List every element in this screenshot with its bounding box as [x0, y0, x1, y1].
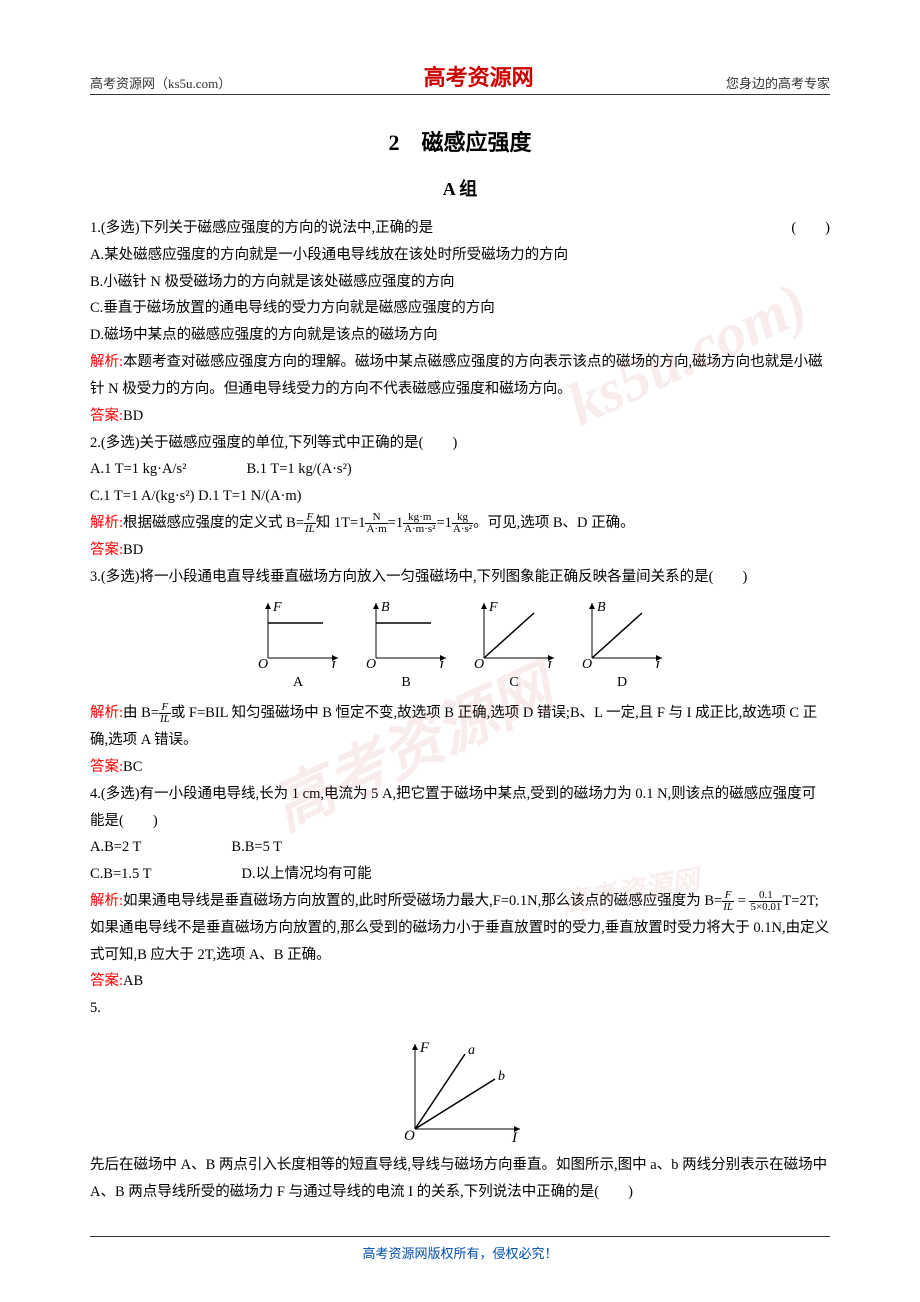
graph-svg: F O I	[253, 598, 343, 668]
page-footer: 高考资源网版权所有，侵权必究！	[90, 1236, 830, 1262]
expl-label: 解析:	[90, 354, 123, 370]
q4-optD: D.以上情况均有可能	[242, 861, 372, 888]
q1-answer: 答案:BD	[90, 403, 830, 430]
q2-ans: BD	[123, 542, 143, 558]
q4-expl-eq: =	[734, 893, 749, 909]
graph-svg: B O I	[577, 598, 667, 668]
svg-text:I: I	[330, 659, 337, 668]
ans-label: 答案:	[90, 759, 123, 775]
ans-label: 答案:	[90, 973, 123, 989]
ans-label: 答案:	[90, 542, 123, 558]
q1-ans: BD	[123, 408, 143, 424]
q4-expl-pre: 如果通电导线是垂直磁场方向放置的,此时所受磁场力最大,F=0.1N,那么该点的磁…	[123, 893, 722, 909]
svg-text:O: O	[258, 657, 268, 668]
svg-text:F: F	[272, 600, 282, 615]
q2-stem: 2.(多选)关于磁感应强度的单位,下列等式中正确的是( )	[90, 430, 830, 457]
graph-svg: F O I a b	[390, 1034, 530, 1144]
graph-svg: B O I	[361, 598, 451, 668]
q3-stem: 3.(多选)将一小段通电直导线垂直磁场方向放入一匀强磁场中,下列图象能正确反映各…	[90, 564, 830, 591]
q2-expl-pre: 根据磁感应强度的定义式 B=	[123, 515, 304, 531]
q2-expl-mid2: =1	[388, 515, 403, 531]
q1-expl-text: 本题考查对磁感应强度方向的理解。磁场中某点磁感应强度的方向表示该点的磁场的方向,…	[90, 354, 823, 397]
q1-stem: 1.(多选)下列关于磁感应强度的方向的说法中,正确的是	[90, 215, 433, 242]
q2-answer: 答案:BD	[90, 537, 830, 564]
q1-explanation: 解析:本题考查对磁感应强度方向的理解。磁场中某点磁感应强度的方向表示该点的磁场的…	[90, 349, 830, 403]
expl-label: 解析:	[90, 893, 123, 909]
q4-opts-row1: A.B=2 T B.B=5 T	[90, 834, 830, 861]
page-title: 2 磁感应强度	[90, 125, 830, 157]
q1-optA: A.某处磁感应强度的方向就是一小段通电导线放在该处时所受磁场力的方向	[90, 242, 830, 269]
q3-explanation: 解析:由 B=FIL或 F=BIL 知匀强磁场中 B 恒定不变,故选项 B 正确…	[90, 700, 830, 754]
q2-opts-row2: C.1 T=1 A/(kg·s²) D.1 T=1 N/(A·m)	[90, 483, 830, 510]
q1-paren: ( )	[791, 215, 830, 242]
q1-optD: D.磁场中某点的磁感应强度的方向就是该点的磁场方向	[90, 322, 830, 349]
ans-label: 答案:	[90, 408, 123, 424]
q5-graph: F O I a b	[90, 1034, 830, 1144]
graph-label: B	[361, 670, 451, 696]
svg-text:B: B	[381, 600, 390, 615]
q3-graph-A: F O I A	[253, 598, 343, 696]
q5-stem: 先后在磁场中 A、B 两点引入长度相等的短直导线,导线与磁场方向垂直。如图所示,…	[90, 1152, 830, 1206]
svg-text:I: I	[654, 659, 661, 668]
q2-opts-row1: A.1 T=1 kg·A/s² B.1 T=1 kg/(A·s²)	[90, 456, 830, 483]
q3-expl-pre: 由 B=	[123, 705, 159, 721]
graph-label: C	[469, 670, 559, 696]
q2-expl-mid3: =1	[436, 515, 451, 531]
q4-answer: 答案:AB	[90, 968, 830, 995]
expl-label: 解析:	[90, 705, 123, 721]
q5-num: 5.	[90, 995, 830, 1022]
header-left: 高考资源网（ks5u.com）	[90, 73, 231, 92]
q4-explanation: 解析:如果通电导线是垂直磁场方向放置的,此时所受磁场力最大,F=0.1N,那么该…	[90, 888, 830, 968]
header-right: 您身边的高考专家	[726, 73, 830, 92]
q4-optC: C.B=1.5 T	[90, 861, 152, 888]
svg-text:O: O	[366, 657, 376, 668]
q2-optD: D.1 T=1 N/(A·m)	[198, 488, 301, 504]
group-title: A 组	[90, 175, 830, 201]
q3-graph-B: B O I B	[361, 598, 451, 696]
q3-graphs: F O I A B O I B	[90, 598, 830, 696]
expl-label: 解析:	[90, 515, 123, 531]
q3-ans: BC	[123, 759, 142, 775]
svg-text:F: F	[419, 1040, 430, 1056]
content: 1.(多选)下列关于磁感应强度的方向的说法中,正确的是 ( ) A.某处磁感应强…	[90, 215, 830, 1206]
q4-opts-row2: C.B=1.5 T D.以上情况均有可能	[90, 861, 830, 888]
q3-graph-C: F O I C	[469, 598, 559, 696]
svg-text:O: O	[582, 657, 592, 668]
svg-text:B: B	[597, 600, 606, 615]
q2-expl-post: 。可见,选项 B、D 正确。	[473, 515, 635, 531]
q2-optA: A.1 T=1 kg·A/s²	[90, 456, 186, 483]
graph-label: A	[253, 670, 343, 696]
q4-ans: AB	[123, 973, 143, 989]
q1-stem-line: 1.(多选)下列关于磁感应强度的方向的说法中,正确的是 ( )	[90, 215, 830, 242]
svg-text:O: O	[404, 1128, 415, 1144]
q2-expl-mid1: 知 1T=1	[316, 515, 366, 531]
q1-optC: C.垂直于磁场放置的通电导线的受力方向就是磁感应强度的方向	[90, 295, 830, 322]
svg-text:O: O	[474, 657, 484, 668]
svg-text:F: F	[488, 600, 498, 615]
svg-text:a: a	[468, 1043, 475, 1058]
q4-optA: A.B=2 T	[90, 834, 141, 861]
q3-expl-post: 或 F=BIL 知匀强磁场中 B 恒定不变,故选项 B 正确,选项 D 错误;B…	[90, 705, 817, 748]
q2-optB: B.1 T=1 kg/(A·s²)	[246, 456, 351, 483]
q3-answer: 答案:BC	[90, 754, 830, 781]
q2-explanation: 解析:根据磁感应强度的定义式 B=FIL知 1T=1NA·m=1kg·mA·m·…	[90, 510, 830, 537]
q2-optC: C.1 T=1 A/(kg·s²)	[90, 488, 195, 504]
q4-optB: B.B=5 T	[231, 834, 282, 861]
svg-text:I: I	[511, 1130, 518, 1144]
header-center: 高考资源网	[424, 60, 534, 92]
q4-stem: 4.(多选)有一小段通电导线,长为 1 cm,电流为 5 A,把它置于磁场中某点…	[90, 781, 830, 835]
graph-label: D	[577, 670, 667, 696]
q1-optB: B.小磁针 N 极受磁场力的方向就是该处磁感应强度的方向	[90, 269, 830, 296]
svg-text:I: I	[546, 659, 553, 668]
q3-graph-D: B O I D	[577, 598, 667, 696]
graph-svg: F O I	[469, 598, 559, 668]
svg-text:I: I	[438, 659, 445, 668]
page-header: 高考资源网（ks5u.com） 高考资源网 您身边的高考专家	[90, 60, 830, 95]
svg-text:b: b	[498, 1069, 505, 1084]
page: ks5u.com) 高考资源网 高考资源网 高考资源网（ks5u.com） 高考…	[0, 0, 920, 1302]
